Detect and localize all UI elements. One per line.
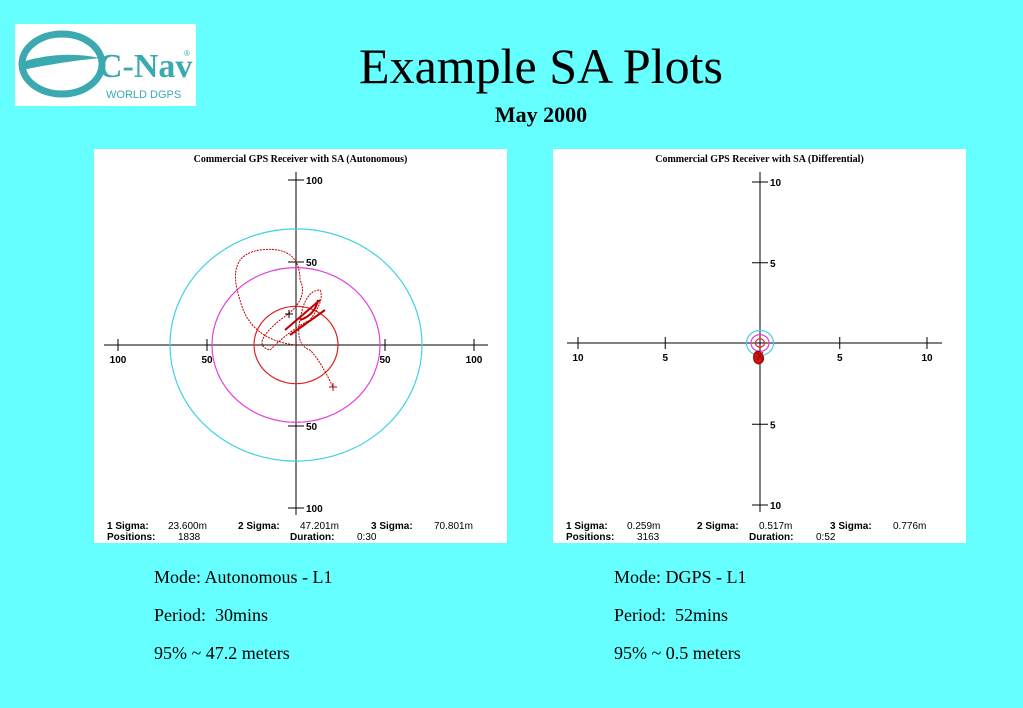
stat-value: 47.201m: [300, 521, 339, 532]
x-tick-label: 5: [837, 353, 843, 364]
y-tick-label: 50: [306, 422, 318, 433]
x-tick-label: 50: [379, 355, 391, 366]
count-label: Duration:: [290, 532, 334, 543]
x-tick-label: 5: [662, 353, 668, 364]
logo-name: C-Nav: [98, 48, 192, 85]
count-label: Positions:: [107, 532, 155, 543]
count-value: 0:52: [816, 532, 836, 543]
note: Mode: DGPS - L1: [614, 567, 747, 587]
stat-value: 23.600m: [168, 521, 207, 532]
logo-mark: ®: [184, 49, 190, 58]
stat-label: 3 Sigma:: [830, 521, 872, 532]
y-tick-label: 5: [770, 420, 776, 431]
sigma-circle: [211, 266, 381, 424]
plot-box: [94, 149, 507, 543]
plot-title: Commercial GPS Receiver with SA (Autonom…: [194, 154, 408, 165]
stat-label: 1 Sigma:: [566, 521, 608, 532]
sigma-circle: [754, 338, 766, 348]
stat-value: 0.776m: [893, 521, 926, 532]
sigma-circle: [169, 228, 423, 462]
trajectory: [235, 248, 334, 388]
y-tick-label: 10: [770, 178, 782, 189]
note: 95% ~ 47.2 meters: [154, 643, 290, 663]
count-label: Duration:: [749, 532, 793, 543]
stat-value: 0.259m: [627, 521, 660, 532]
trajectory-dense: [284, 299, 326, 336]
trajectory-dgps: [753, 350, 765, 365]
mean-marker: [285, 310, 293, 318]
plot-title: Commercial GPS Receiver with SA (Differe…: [655, 154, 864, 165]
count-label: Positions:: [566, 532, 614, 543]
stat-value: 70.801m: [434, 521, 473, 532]
note: 95% ~ 0.5 meters: [614, 643, 741, 663]
stat-label: 2 Sigma:: [697, 521, 739, 532]
logo: C-Nav ® WORLD DGPS: [15, 24, 196, 106]
x-tick-label: 50: [201, 355, 213, 366]
note: Mode: Autonomous - L1: [154, 567, 333, 587]
y-tick-label: 5: [770, 259, 776, 270]
logo-swoosh: [22, 54, 100, 70]
count-value: 0:30: [357, 532, 377, 543]
count-value: 3163: [637, 532, 660, 543]
y-tick-label: 10: [770, 501, 782, 512]
stat-value: 0.517m: [759, 521, 792, 532]
count-value: 1838: [178, 532, 201, 543]
logo-tagline: WORLD DGPS: [106, 89, 181, 101]
subtitle: May 2000: [495, 102, 587, 127]
plots: Commercial GPS Receiver with SA (Autonom…: [94, 149, 966, 663]
note: Period: 30mins: [154, 605, 268, 625]
y-tick-label: 100: [306, 504, 323, 515]
x-tick-label: 10: [572, 353, 584, 364]
y-tick-label: 100: [306, 176, 323, 187]
title: Example SA Plots: [359, 38, 723, 94]
note: Period: 52mins: [614, 605, 728, 625]
stat-label: 2 Sigma:: [238, 521, 280, 532]
end-marker: [329, 383, 337, 391]
x-tick-label: 10: [921, 353, 933, 364]
stat-label: 3 Sigma:: [371, 521, 413, 532]
x-tick-label: 100: [110, 355, 127, 366]
stat-label: 1 Sigma:: [107, 521, 149, 532]
x-tick-label: 100: [466, 355, 483, 366]
y-tick-label: 50: [306, 258, 318, 269]
